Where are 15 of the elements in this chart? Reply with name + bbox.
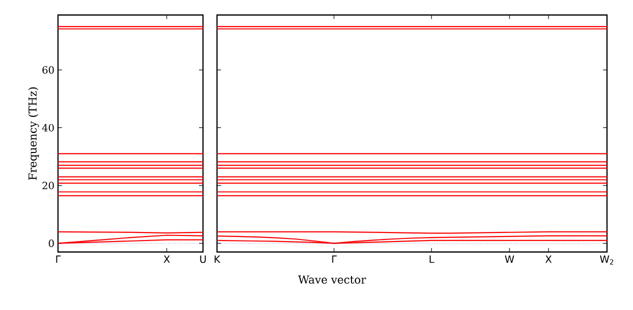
x-axis-title: Wave vector — [298, 276, 366, 284]
x-tick-label: L — [430, 256, 434, 263]
x-tick-label: X — [545, 256, 552, 263]
x-tick-label: X — [164, 256, 170, 263]
x-tick-label: U — [200, 256, 206, 263]
y-tick-label: 0 — [48, 240, 54, 248]
x-tick-label: W$_{2}$ — [600, 256, 614, 265]
y-tick-label: 40 — [42, 124, 54, 132]
y-tick-label: 60 — [42, 66, 54, 74]
y-tick-label: 20 — [42, 182, 54, 190]
x-tick-label: Γ — [56, 256, 61, 263]
x-tick-label: Γ — [332, 256, 337, 263]
x-tick-label: K — [214, 256, 220, 263]
x-tick-label: W — [504, 256, 514, 263]
y-axis-title: Frequency (THz) — [28, 87, 39, 180]
